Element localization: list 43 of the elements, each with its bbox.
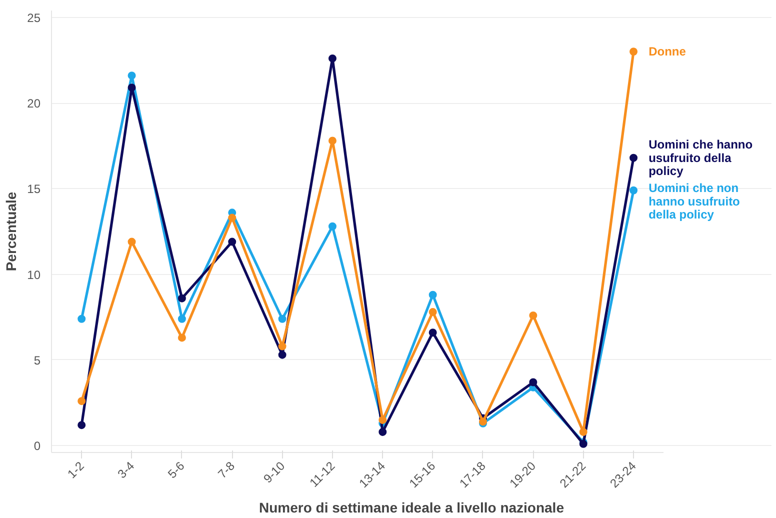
point [579, 428, 588, 436]
point [78, 397, 86, 406]
point [428, 290, 437, 299]
point [228, 238, 236, 246]
y-tick-label: 25 [27, 10, 41, 25]
point [529, 378, 538, 386]
x-tick-label: 3-4 [114, 458, 138, 482]
x-axis-title: Numero di settimane ideale a livello nazionale [259, 500, 564, 516]
y-tick-label: 0 [34, 439, 41, 454]
point [178, 334, 186, 342]
point [278, 314, 286, 323]
point [128, 238, 136, 246]
series-label: Donne [648, 44, 686, 59]
y-tick-label: 20 [27, 96, 41, 111]
point [78, 421, 86, 430]
point [278, 342, 286, 350]
y-tick-label: 5 [34, 353, 41, 368]
point [328, 136, 336, 145]
point [178, 294, 186, 302]
point [128, 84, 136, 92]
y-axis-title: Percentuale [3, 192, 20, 272]
point [128, 72, 136, 80]
point [428, 328, 437, 337]
point [630, 186, 638, 194]
point [378, 416, 387, 424]
x-tick-label: 7-8 [215, 458, 238, 482]
point [328, 222, 336, 230]
point [78, 314, 86, 323]
point [630, 154, 638, 162]
x-tick-label: 5-6 [165, 458, 188, 482]
point [428, 308, 437, 316]
point [328, 54, 336, 62]
point [228, 214, 236, 222]
point [378, 428, 387, 436]
point [630, 48, 638, 56]
x-tick-label: 1-2 [64, 458, 88, 482]
point [178, 314, 186, 323]
series-label: Uomini che hanno usufruito della policy [648, 137, 753, 178]
series-label: Uomini che non hanno usufruito della policy [648, 180, 740, 222]
point [529, 311, 538, 320]
point [278, 350, 286, 359]
y-tick-label: 15 [27, 182, 41, 196]
y-tick-label: 10 [27, 268, 41, 282]
